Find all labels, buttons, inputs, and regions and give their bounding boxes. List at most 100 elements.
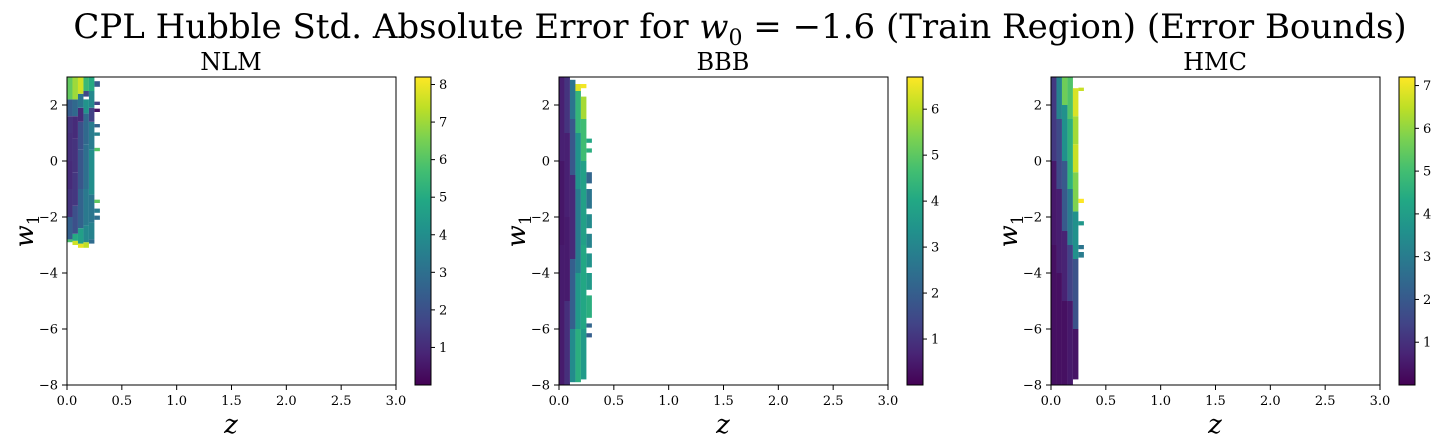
colorbar-tick-label-bbb: 2 <box>931 287 939 302</box>
heatmap-cell-nlm-1-1 <box>72 233 78 241</box>
x-axis-label-hmc: z <box>1207 410 1222 440</box>
heatmap-cell-hmc-4-3 <box>1072 172 1079 212</box>
heatmap-cell-bbb-5-8 <box>586 172 592 184</box>
heatmap-cell-bbb-5-4 <box>586 253 592 268</box>
heatmap-cell-hmc-2-1 <box>1061 231 1068 301</box>
heatmap-cell-hmc-4-2 <box>1072 211 1079 259</box>
heatmap-cell-hmc-3-0 <box>1067 301 1073 385</box>
heatmap-cell-hmc-3-4 <box>1067 77 1073 119</box>
heatmap-cell-hmc-0-0 <box>1051 245 1057 385</box>
heatmap-cell-nlm-1-0 <box>72 240 78 245</box>
heatmap-cell-nlm-1-5 <box>72 116 78 139</box>
y-tick-label-hmc: 0 <box>1034 155 1042 170</box>
heatmap-cell-nlm-4-6 <box>88 91 95 108</box>
heatmap-cell-bbb-1-3 <box>564 77 570 133</box>
heatmap-cell-hmc-4-0 <box>1072 329 1079 380</box>
heatmap-cell-nlm-4-1 <box>88 222 95 240</box>
heatmap-cell-nlm-0-1 <box>67 217 73 240</box>
heatmap-cell-nlm-0-0 <box>67 239 73 243</box>
y-tick-label-hmc: −8 <box>1023 379 1042 394</box>
colorbar-ticks-hmc: 1 2 3 4 5 6 7 <box>1415 79 1431 351</box>
y-tick-label-bbb: −2 <box>531 211 550 226</box>
heatmap-cell-bbb-4-5 <box>580 84 587 89</box>
heatmap-cell-bbb-0-1 <box>559 161 565 245</box>
colorbar-tick-label-hmc: 2 <box>1423 293 1431 308</box>
heatmap-cell-nlm-1-6 <box>72 99 78 117</box>
y-tick-label-nlm: −2 <box>39 211 58 226</box>
heatmap-cell-hmc-2-2 <box>1061 161 1068 231</box>
colorbar-tick-label-nlm: 2 <box>439 303 447 318</box>
heatmap-cell-nlm-3-0 <box>83 242 89 248</box>
heatmap-cell-bbb-2-4 <box>569 79 576 119</box>
y-tick-label-hmc: 2 <box>1034 99 1042 114</box>
x-tick-label-bbb: 2.0 <box>768 394 789 409</box>
heatmap-cell-bbb-5-1 <box>586 323 592 328</box>
x-tick-label-bbb: 0.0 <box>549 394 570 409</box>
panel-title-hmc: HMC <box>1183 48 1247 76</box>
heatmap-cell-hmc-4-4 <box>1072 144 1079 173</box>
heatmap-cell-nlm-0-7 <box>67 77 73 100</box>
heatmap-cell-nlm-3-6 <box>83 91 89 97</box>
heatmap-cell-nlm-5-3 <box>94 147 100 152</box>
colorbar-tick-label-bbb: 1 <box>931 333 939 348</box>
colorbar-tick-label-hmc: 4 <box>1423 207 1431 222</box>
heatmap-cell-nlm-3-2 <box>83 189 89 226</box>
heatmap-cell-nlm-2-5 <box>77 107 84 122</box>
heatmap-bbb <box>559 77 592 385</box>
colorbar-tick-label-hmc: 3 <box>1423 250 1431 265</box>
heatmap-cell-nlm-3-3 <box>83 144 89 189</box>
heatmap-cell-nlm-2-1 <box>77 228 84 244</box>
heatmap-cell-nlm-5-1 <box>94 208 100 213</box>
heatmap-cell-bbb-2-2 <box>569 175 576 259</box>
colorbar-tick-label-bbb: 3 <box>931 241 939 256</box>
heatmap-cell-nlm-5-4 <box>94 132 100 136</box>
heatmap-cell-nlm-2-2 <box>77 189 84 229</box>
heatmap-cell-nlm-1-3 <box>72 172 78 206</box>
x-tick-label-hmc: 0.0 <box>1041 394 1062 409</box>
x-tick-label-nlm: 0.5 <box>111 394 132 409</box>
heatmap-cell-nlm-4-2 <box>88 194 95 223</box>
heatmap-cell-nlm-4-5 <box>88 107 95 122</box>
plot-frame-hmc <box>1050 76 1381 386</box>
colorbar-tick-label-nlm: 3 <box>439 266 447 281</box>
heatmap-cell-bbb-3-0 <box>575 329 581 383</box>
y-tick-label-bbb: −4 <box>531 267 550 282</box>
heatmap-cell-hmc-5-0 <box>1078 252 1084 258</box>
heatmap-nlm <box>67 77 100 248</box>
heatmap-cell-hmc-3-3 <box>1067 119 1073 189</box>
heatmap-cell-nlm-4-0 <box>88 239 95 244</box>
heatmap-cell-bbb-5-5 <box>586 233 592 248</box>
heatmap-cell-bbb-3-5 <box>575 84 581 91</box>
heatmap-cell-hmc-2-3 <box>1061 105 1068 161</box>
heatmap-cell-hmc-1-1 <box>1056 189 1062 273</box>
heatmap-cell-bbb-5-2 <box>586 295 592 318</box>
y-tick-label-bbb: 2 <box>542 99 550 114</box>
x-tick-label-nlm: 1.0 <box>166 394 187 409</box>
x-tick-label-hmc: 2.5 <box>1315 394 1336 409</box>
heatmap-cell-hmc-0-2 <box>1051 77 1057 161</box>
x-tick-label-bbb: 1.5 <box>713 394 734 409</box>
colorbar-tick-label-nlm: 4 <box>439 228 447 243</box>
heatmap-cell-nlm-0-4 <box>67 133 73 161</box>
colorbar-tick-label-nlm: 1 <box>439 341 447 356</box>
heatmap-cell-nlm-1-4 <box>72 138 78 173</box>
heatmap-cell-nlm-0-5 <box>67 116 73 133</box>
heatmap-cell-nlm-3-7 <box>83 77 89 91</box>
x-axis-label-bbb: z <box>715 410 730 440</box>
heatmap-cell-bbb-4-3 <box>580 119 587 161</box>
x-tick-label-bbb: 3.0 <box>878 394 899 409</box>
colorbar-tick-label-nlm: 8 <box>439 78 447 93</box>
panel-bbb: BBB 0.0 0.5 1.0 1.5 2.0 2.5 3.0 −8 −6 −4 −2 0 2 z w… <box>502 48 939 440</box>
panel-nlm: NLM 0.0 0.5 1.0 1.5 2.0 2.5 3.0 −8 −6 −4 −2 0 2 z w… <box>10 48 447 440</box>
heatmap-cell-nlm-3-4 <box>83 113 89 145</box>
colorbar-tick-label-bbb: 4 <box>931 195 939 210</box>
heatmap-cell-bbb-0-2 <box>559 77 565 161</box>
heatmap-cell-bbb-5-0 <box>586 333 592 338</box>
heatmap-cell-bbb-4-0 <box>580 329 587 380</box>
colorbar-tick-label-hmc: 1 <box>1423 336 1431 351</box>
y-tick-label-nlm: 2 <box>50 99 58 114</box>
x-tick-label-bbb: 1.0 <box>658 394 679 409</box>
heatmap-cell-nlm-4-3 <box>88 149 95 195</box>
y-tick-label-nlm: −4 <box>39 267 58 282</box>
heatmap-cell-hmc-0-1 <box>1051 161 1057 245</box>
